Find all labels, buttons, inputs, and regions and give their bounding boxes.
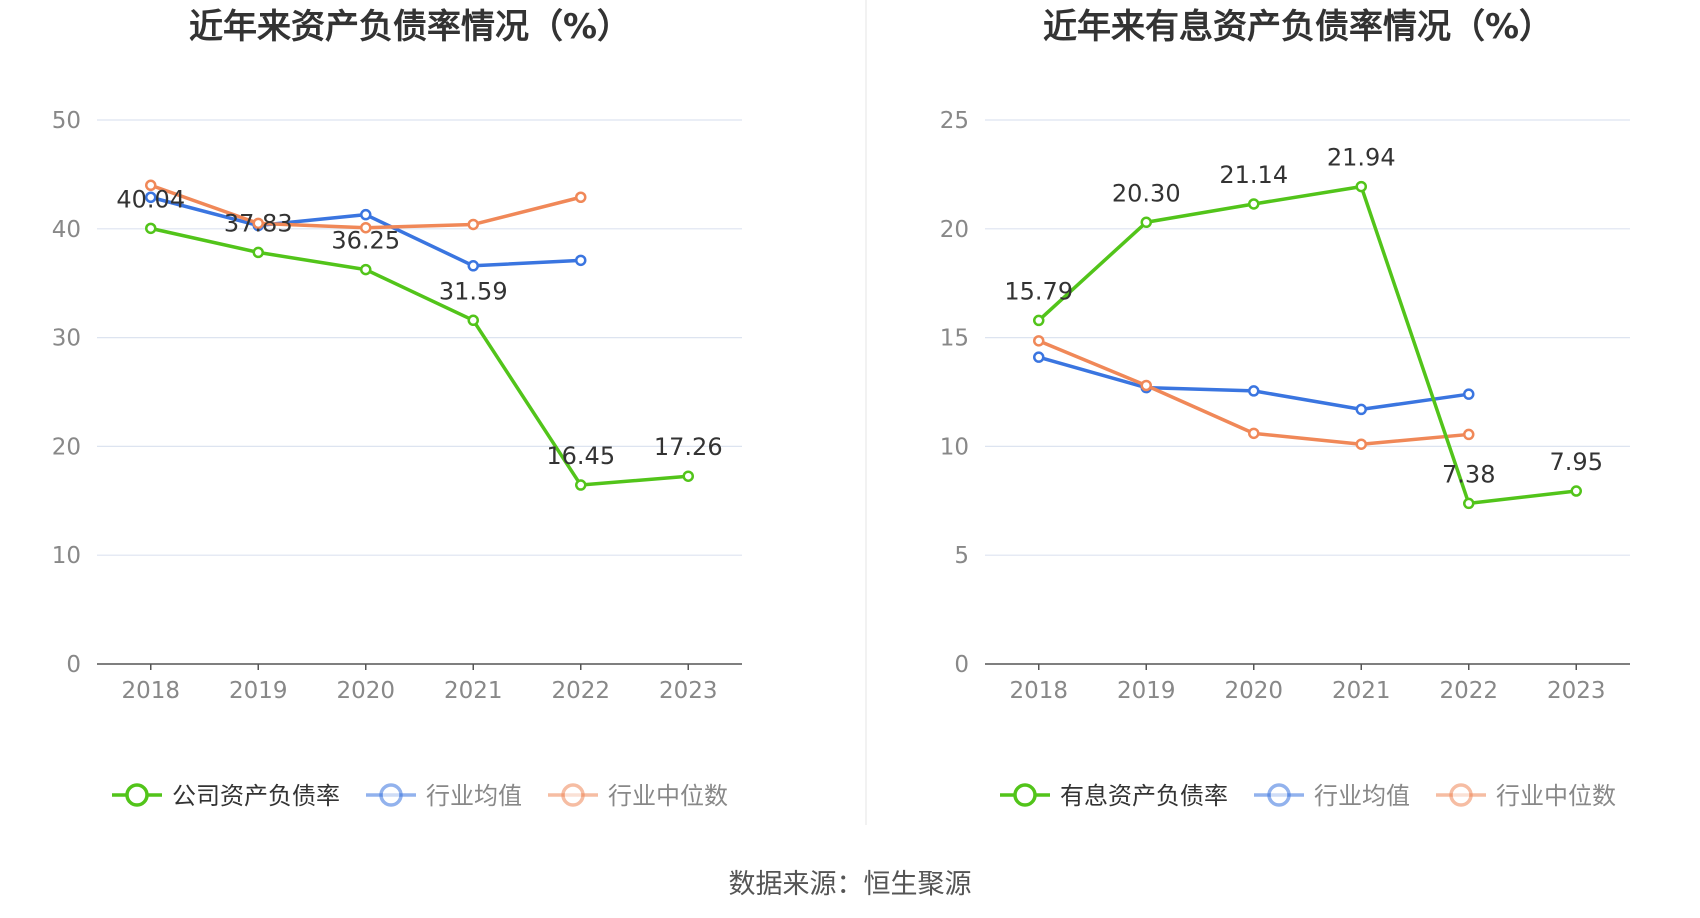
- data-label: 31.59: [439, 277, 508, 305]
- legend-marker: [1267, 783, 1291, 807]
- legend-label: 行业均值: [1314, 782, 1410, 810]
- series-line: [1037, 184, 1577, 506]
- data-point: [1463, 388, 1475, 400]
- asset-liability-chart: 近年来资产负债率情况（%） 0 10 20 30 40 50 2018 2019 2020 2021…: [52, 7, 742, 810]
- y-tick-label: 20: [52, 434, 81, 460]
- y-tick-label: 40: [52, 217, 81, 243]
- data-label: 37.83: [224, 209, 293, 237]
- data-point: [467, 314, 479, 327]
- legend-label: 行业均值: [426, 782, 522, 810]
- y-tick-label: 15: [940, 326, 969, 352]
- source-label: 数据来源：恒生聚源: [729, 869, 972, 900]
- legend-marker: [379, 783, 403, 807]
- x-tick-label: 2018: [1009, 678, 1068, 704]
- x-tick-label: 2019: [229, 678, 288, 704]
- series-line: [1038, 355, 1469, 412]
- x-tick-label: 2020: [336, 678, 395, 704]
- data-label: 15.79: [1004, 277, 1073, 305]
- data-point: [1033, 335, 1045, 347]
- series-line: [150, 226, 689, 487]
- data-point: [1463, 428, 1475, 441]
- y-tick-label: 50: [52, 108, 81, 134]
- data-point: [1248, 198, 1260, 210]
- x-tick-label: 2019: [1117, 678, 1176, 704]
- data-label: 7.38: [1442, 460, 1495, 488]
- interest-bearing-liability-chart: 近年来有息资产负债率情况（%） 0 5 10 15 20 25 2018 2019 2020 202…: [940, 7, 1630, 810]
- chart-title: 近年来有息资产负债率情况（%）: [1043, 7, 1553, 47]
- legend-label: 行业中位数: [1496, 782, 1616, 810]
- data-point: [1033, 314, 1045, 327]
- data-point: [1140, 379, 1152, 392]
- data-point: [1355, 438, 1367, 450]
- data-point: [1248, 385, 1260, 397]
- data-label: 36.25: [331, 227, 400, 255]
- y-tick-label: 10: [52, 543, 81, 569]
- data-point: [1355, 403, 1367, 416]
- data-point: [1463, 497, 1475, 510]
- data-point: [1248, 427, 1260, 440]
- data-point: [1140, 216, 1152, 229]
- data-label: 21.94: [1327, 144, 1396, 172]
- data-point: [467, 218, 479, 231]
- data-point: [252, 246, 264, 259]
- data-point: [575, 479, 587, 491]
- x-tick-label: 2021: [1332, 678, 1391, 704]
- y-tick-label: 10: [940, 434, 969, 460]
- legend-marker: [125, 783, 149, 807]
- data-point: [145, 191, 157, 203]
- data-point: [145, 179, 157, 192]
- legend-marker: [561, 783, 585, 807]
- y-tick-label: 5: [954, 543, 969, 569]
- chart-title: 近年来资产负债率情况（%）: [189, 7, 631, 47]
- x-tick-label: 2022: [1439, 678, 1498, 704]
- y-tick-label: 20: [940, 217, 969, 243]
- y-tick-label: 25: [940, 108, 969, 134]
- y-tick-label: 30: [52, 326, 81, 352]
- legend-marker: [1013, 783, 1037, 807]
- data-label: 21.14: [1219, 161, 1288, 189]
- x-tick-label: 2023: [1547, 678, 1606, 704]
- data-point: [682, 470, 694, 482]
- data-point: [575, 254, 587, 267]
- data-point: [360, 208, 372, 221]
- data-label: 17.26: [654, 433, 723, 461]
- y-tick-label: 0: [66, 652, 81, 678]
- data-point: [1570, 485, 1582, 497]
- x-tick-label: 2023: [659, 678, 718, 704]
- data-point: [1033, 351, 1045, 363]
- data-point: [360, 263, 372, 276]
- data-label: 7.95: [1550, 448, 1603, 476]
- legend-marker: [1449, 783, 1473, 807]
- data-point: [575, 191, 587, 203]
- data-point: [1355, 180, 1367, 193]
- data-label: 20.30: [1112, 179, 1181, 207]
- data-label: 40.04: [116, 185, 185, 213]
- data-point: [145, 222, 157, 235]
- data-point: [360, 221, 372, 234]
- x-tick-label: 2021: [444, 678, 503, 704]
- series-line: [150, 183, 582, 230]
- x-tick-label: 2022: [551, 678, 610, 704]
- legend-label: 有息资产负债率: [1060, 782, 1228, 810]
- x-tick-label: 2020: [1224, 678, 1283, 704]
- data-point: [467, 260, 479, 272]
- y-tick-label: 0: [954, 652, 969, 678]
- x-tick-label: 2018: [121, 678, 180, 704]
- data-label: 16.45: [546, 442, 615, 470]
- legend-label: 公司资产负债率: [172, 782, 340, 810]
- data-point: [252, 217, 264, 230]
- legend-label: 行业中位数: [608, 782, 728, 810]
